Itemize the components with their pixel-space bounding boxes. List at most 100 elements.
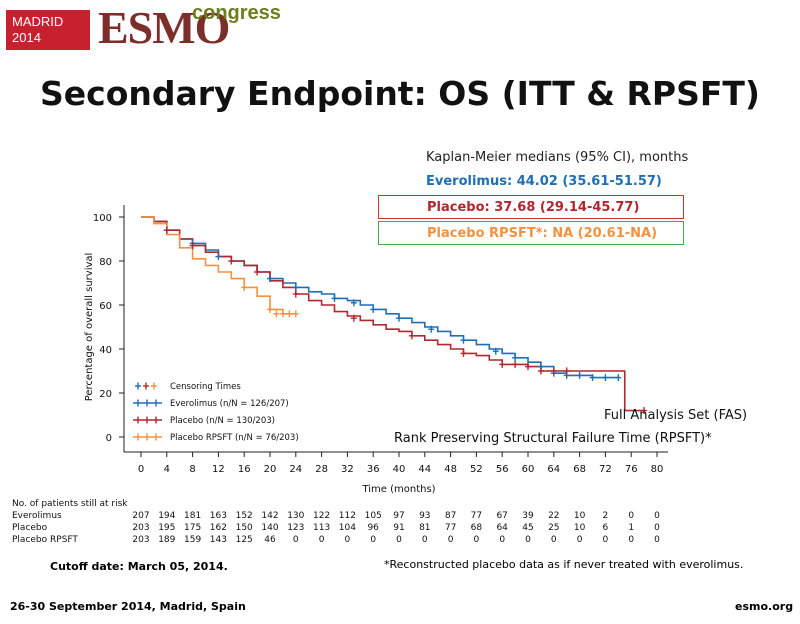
- censor-mark: [525, 363, 531, 371]
- at-risk-row-label: Placebo RPSFT: [12, 535, 78, 545]
- page-title: Secondary Endpoint: OS (ITT & RPSFT): [40, 74, 760, 113]
- at-risk-cell: 96: [367, 523, 379, 533]
- y-tick-label: 0: [106, 433, 112, 444]
- at-risk-cell: 0: [654, 511, 660, 521]
- y-tick-label: 60: [99, 301, 112, 312]
- at-risk-cell: 0: [344, 535, 351, 545]
- censor-mark: [189, 242, 196, 250]
- at-risk-cell: 1: [628, 523, 635, 533]
- censor-mark: [396, 314, 402, 322]
- censor-mark: [460, 349, 467, 357]
- cutoff-date: Cutoff date: March 05, 2014.: [50, 560, 228, 573]
- censor-mark: [576, 371, 583, 379]
- footer-site: esmo.org: [735, 600, 794, 613]
- at-risk-cell: 0: [421, 535, 428, 545]
- at-risk-cell: 142: [261, 511, 279, 521]
- fas-annotation: Full Analysis Set (FAS): [604, 408, 748, 423]
- x-tick-label: 8: [189, 464, 195, 475]
- y-tick-label: 40: [99, 345, 112, 356]
- x-tick-label: 0: [138, 464, 144, 475]
- at-risk-row-label: Everolimus: [12, 511, 62, 521]
- x-tick-label: 44: [418, 464, 431, 475]
- censor-mark: [241, 283, 248, 291]
- at-risk-cell: 46: [264, 535, 276, 545]
- at-risk-cell: 203: [132, 523, 150, 533]
- censor-mark: [292, 290, 299, 298]
- y-tick-label: 100: [93, 213, 112, 224]
- at-risk-cell: 77: [444, 523, 457, 533]
- legend-label: Censoring Times: [170, 382, 241, 392]
- at-risk-cell: 123: [287, 523, 305, 533]
- at-risk-cell: 175: [184, 523, 202, 533]
- at-risk-cell: 25: [548, 523, 560, 533]
- x-tick-label: 40: [393, 464, 406, 475]
- at-risk-cell: 125: [235, 535, 253, 545]
- legend-censor-marker: [151, 382, 157, 390]
- censor-mark: [589, 374, 596, 382]
- at-risk-cell: 189: [158, 535, 176, 545]
- censor-mark: [370, 305, 377, 313]
- at-risk-cell: 81: [419, 523, 431, 533]
- censor-mark: [215, 253, 222, 261]
- at-risk-cell: 112: [338, 511, 356, 521]
- censor-mark: [331, 294, 338, 302]
- censor-mark: [512, 360, 519, 368]
- censor-mark: [492, 347, 499, 355]
- at-risk-cell: 113: [313, 523, 331, 533]
- censor-mark: [641, 407, 648, 415]
- censor-mark: [408, 332, 415, 340]
- x-tick-label: 64: [547, 464, 560, 475]
- at-risk-cell: 143: [209, 535, 227, 545]
- censor-mark: [228, 257, 235, 265]
- at-risk-cell: 181: [184, 511, 202, 521]
- at-risk-cell: 0: [654, 535, 660, 545]
- at-risk-cell: 105: [364, 511, 382, 521]
- at-risk-cell: 163: [209, 511, 227, 521]
- at-risk-cell: 10: [573, 523, 586, 533]
- series-line-placebo-rpsft: [141, 216, 296, 315]
- censor-mark: [350, 314, 357, 322]
- x-tick-label: 32: [341, 464, 354, 475]
- x-tick-label: 4: [164, 464, 170, 475]
- x-tick-label: 36: [367, 464, 380, 475]
- at-risk-cell: 0: [602, 535, 609, 545]
- censor-mark: [537, 367, 544, 375]
- at-risk-cell: 0: [473, 535, 480, 545]
- x-axis-label: Time (months): [361, 484, 435, 495]
- censor-mark: [460, 336, 467, 344]
- x-tick-label: 56: [496, 464, 509, 475]
- censor-mark: [512, 354, 519, 362]
- at-risk-cell: 39: [522, 511, 534, 521]
- at-risk-cell: 0: [654, 523, 660, 533]
- censor-mark: [163, 226, 170, 234]
- at-risk-cell: 97: [393, 511, 405, 521]
- at-risk-cell: 162: [209, 523, 227, 533]
- x-tick-label: 28: [315, 464, 328, 475]
- footnote: *Reconstructed placebo data as if never …: [384, 558, 744, 571]
- median-placebo: Placebo: 37.68 (29.14-45.77): [378, 195, 684, 219]
- at-risk-cell: 2: [602, 511, 609, 521]
- x-tick-label: 76: [625, 464, 638, 475]
- y-tick-label: 80: [99, 257, 112, 268]
- x-tick-label: 12: [212, 464, 225, 475]
- censor-mark: [267, 305, 273, 313]
- median-placebo-rpsft: Placebo RPSFT*: NA (20.61-NA): [378, 221, 684, 245]
- censor-mark: [499, 360, 506, 368]
- at-risk-cell: 87: [444, 511, 457, 521]
- legend-censor-marker: [135, 382, 141, 390]
- legend-label: Placebo (n/N = 130/203): [170, 416, 275, 426]
- at-risk-cell: 152: [235, 511, 253, 521]
- y-axis-label: Percentage of overall survival: [84, 253, 95, 402]
- logo-year: 2014: [12, 30, 41, 45]
- x-tick-label: 80: [651, 464, 664, 475]
- at-risk-cell: 0: [576, 535, 583, 545]
- x-tick-label: 52: [470, 464, 483, 475]
- legend-censor-marker: [143, 382, 149, 390]
- at-risk-cell: 0: [370, 535, 377, 545]
- at-risk-cell: 91: [393, 523, 405, 533]
- x-tick-label: 20: [264, 464, 277, 475]
- at-risk-cell: 0: [396, 535, 402, 545]
- censor-mark: [428, 325, 435, 333]
